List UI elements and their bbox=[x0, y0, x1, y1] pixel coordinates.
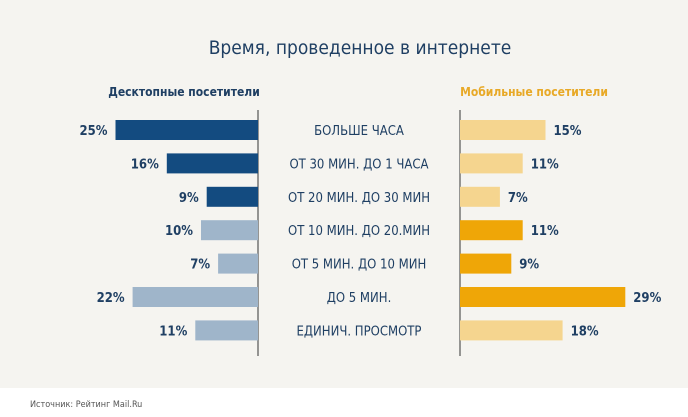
legend-desktop: Десктопные посетители bbox=[108, 85, 260, 99]
value-label-mobile: 11% bbox=[531, 157, 559, 172]
category-label: ОТ 10 МИН. ДО 20.МИН bbox=[288, 224, 430, 239]
value-label-desktop: 22% bbox=[97, 291, 125, 306]
bar-mobile bbox=[460, 153, 523, 174]
butterfly-bar-chart: Время, проведенное в интернете Десктопные… bbox=[80, 37, 662, 356]
value-label-desktop: 7% bbox=[190, 258, 210, 273]
bar-desktop bbox=[195, 320, 258, 341]
value-label-mobile: 29% bbox=[633, 291, 661, 306]
source-note: Источник: Рейтинг Mail.Ru bbox=[30, 400, 143, 410]
chart-title: Время, проведенное в интернете bbox=[209, 37, 512, 59]
bar-desktop bbox=[206, 186, 258, 207]
value-label-desktop: 10% bbox=[165, 224, 193, 239]
bar-mobile bbox=[460, 253, 512, 274]
value-label-desktop: 9% bbox=[179, 191, 199, 206]
bar-mobile bbox=[460, 220, 523, 241]
bar-desktop bbox=[201, 220, 258, 241]
bar-mobile bbox=[460, 287, 626, 307]
bar-desktop bbox=[132, 287, 258, 307]
bar-desktop bbox=[166, 153, 258, 174]
value-label-mobile: 7% bbox=[508, 191, 528, 206]
value-label-mobile: 9% bbox=[519, 258, 539, 273]
bar-desktop bbox=[115, 120, 258, 140]
bar-mobile bbox=[460, 186, 500, 207]
bar-mobile bbox=[460, 320, 563, 341]
value-label-mobile: 15% bbox=[554, 124, 582, 139]
legend-mobile: Мобильные посетители bbox=[460, 85, 608, 99]
category-label: ДО 5 МИН. bbox=[327, 291, 392, 306]
category-label: ОТ 20 МИН. ДО 30 МИН bbox=[288, 191, 430, 206]
category-label: ОТ 5 МИН. ДО 10 МИН bbox=[292, 258, 427, 273]
category-label: БОЛЬШЕ ЧАСА bbox=[314, 124, 404, 139]
value-label-desktop: 16% bbox=[131, 157, 159, 172]
bar-mobile bbox=[460, 120, 546, 140]
value-label-desktop: 25% bbox=[80, 124, 108, 139]
value-label-mobile: 18% bbox=[571, 324, 599, 339]
value-label-desktop: 11% bbox=[159, 324, 187, 339]
category-label: ЕДИНИЧ. ПРОСМОТР bbox=[297, 324, 422, 339]
bar-desktop bbox=[218, 253, 258, 274]
chart-area: Время, проведенное в интернете Десктопные… bbox=[0, 0, 688, 388]
category-label: ОТ 30 МИН. ДО 1 ЧАСА bbox=[289, 157, 428, 172]
value-label-mobile: 11% bbox=[531, 224, 559, 239]
